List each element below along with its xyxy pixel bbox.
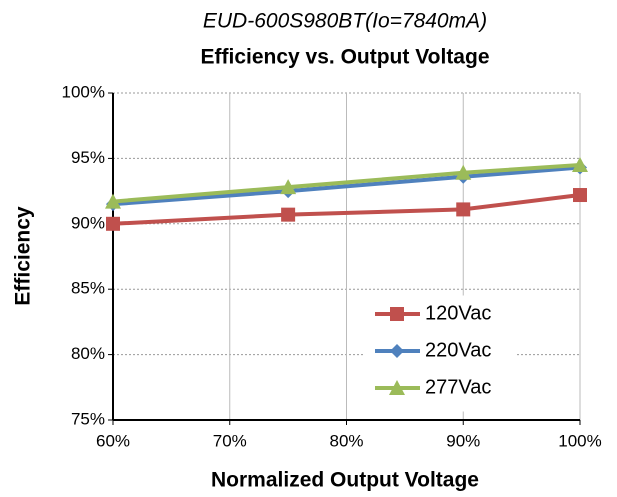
chart-subtitle: Efficiency vs. Output Voltage [201,46,490,69]
legend-label: 277Vac [425,376,491,398]
legend-label: 120Vac [425,302,491,324]
marker [389,380,405,395]
series-line [112,193,581,226]
x-tick-label: 60% [96,431,130,450]
y-tick-label: 75% [71,409,105,428]
y-axis-label: Efficiency [12,206,35,306]
legend-label: 220Vac [425,339,491,361]
x-tick-label: 100% [558,431,601,450]
y-tick-label: 85% [71,279,105,298]
marker [280,179,297,195]
marker [573,188,587,203]
y-tick-label: 90% [71,213,105,232]
y-tick-label: 100% [62,82,105,101]
x-tick-label: 90% [446,431,480,450]
marker [390,344,404,358]
marker [390,307,404,321]
x-tick-label: 70% [213,431,247,450]
marker [572,156,588,172]
x-tick-label: 80% [329,431,363,450]
marker [455,164,472,180]
marker [106,216,120,231]
marker [105,193,121,209]
y-tick-label: 80% [71,344,105,363]
y-tick-label: 95% [71,148,105,167]
series-line [112,165,581,207]
marker [281,207,296,222]
chart-title: EUD-600S980BT(Io=7840mA) [203,10,487,33]
x-axis-label: Normalized Output Voltage [211,469,479,492]
series-line [112,162,581,204]
marker [456,202,471,217]
